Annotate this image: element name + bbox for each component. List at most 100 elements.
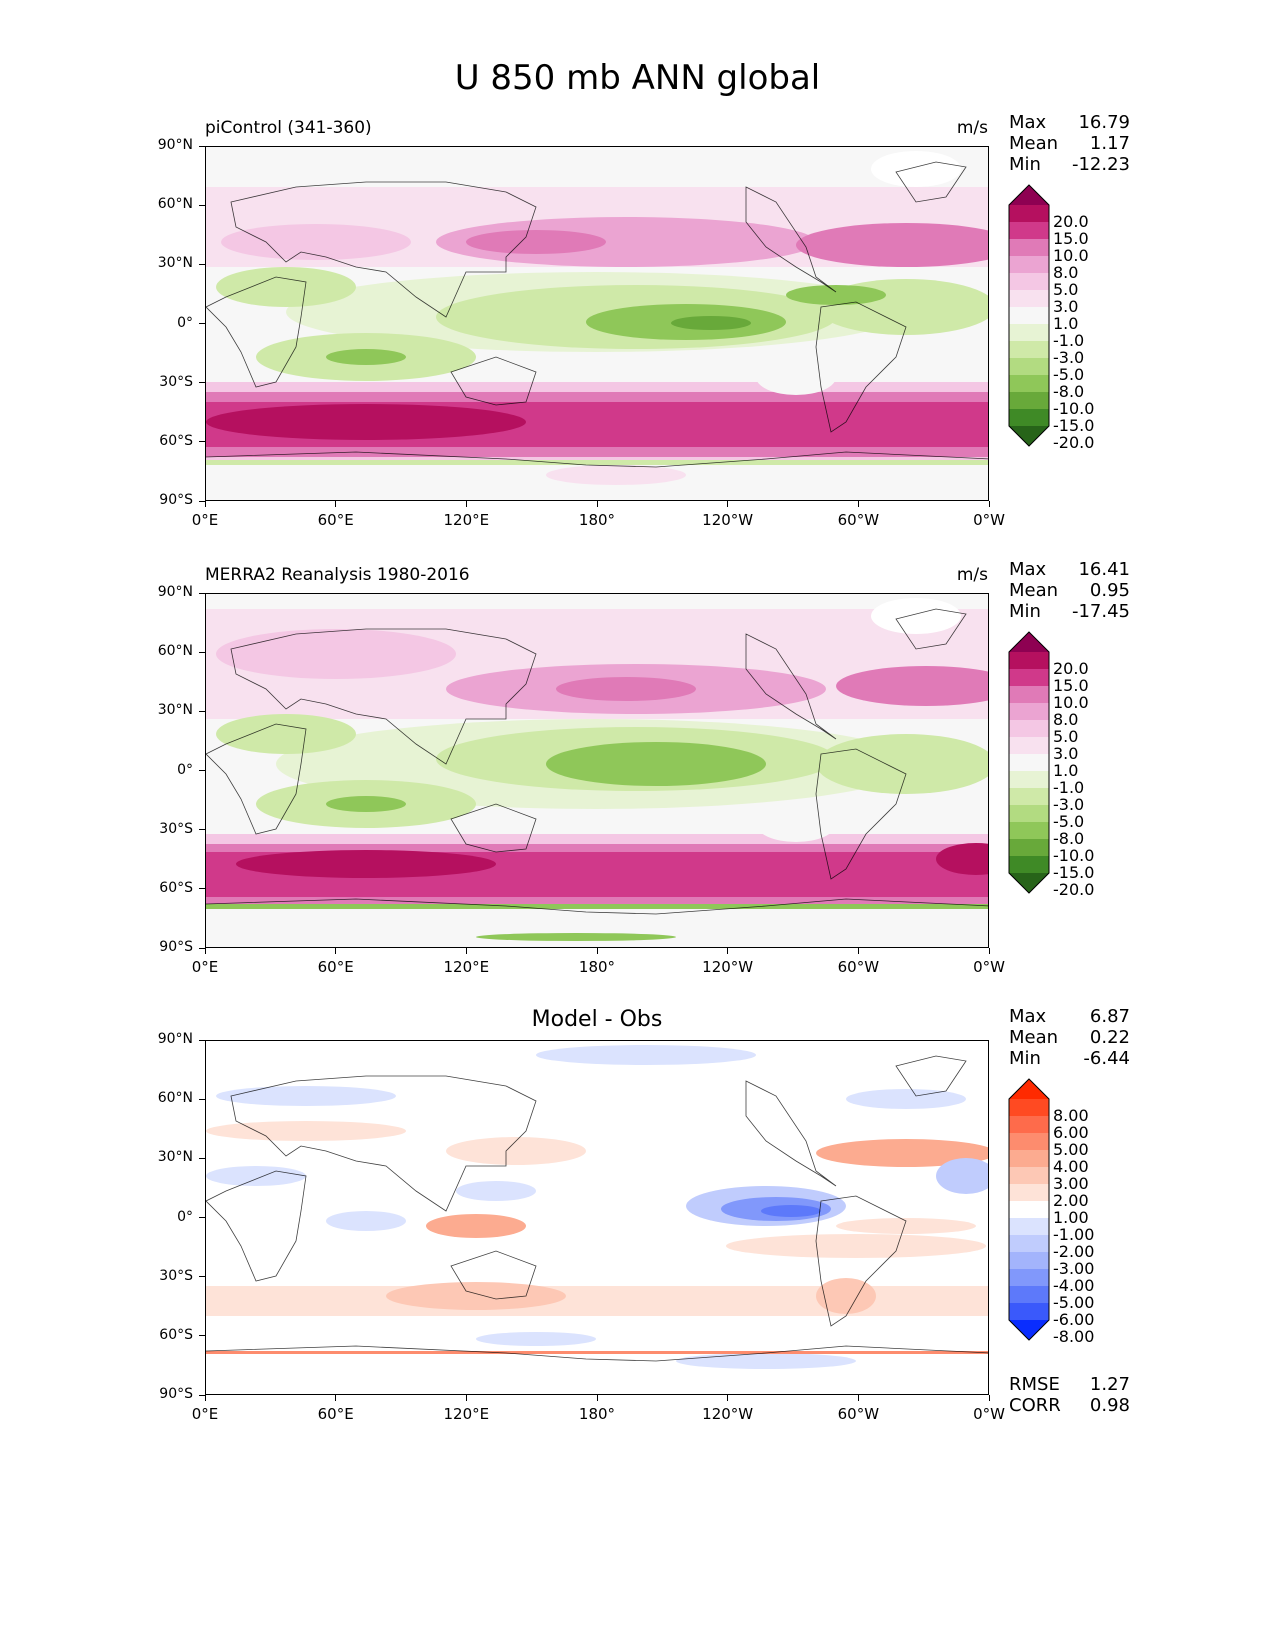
panel-3-y-tick-label: 30°S: [159, 1267, 193, 1284]
panel-2-colorbar-max-arrow: [1009, 632, 1049, 652]
panel-1-colorbar-bin: [1009, 341, 1049, 359]
panel-1-max-label: Max: [1009, 112, 1047, 133]
panel-1-y-tick: [199, 323, 205, 324]
panel-2-colorbar-bin: [1009, 822, 1049, 840]
panel-1-y-tick: [199, 441, 205, 443]
panel-3-x-tick: [596, 1395, 598, 1401]
panel-2-colorbar-outline: [1008, 631, 1050, 894]
panel-3-y-tick: [199, 1276, 205, 1278]
panel-2-y-tick-label: 90°N: [157, 584, 193, 600]
panel-1-colorbar-label: 15.0: [1053, 229, 1089, 248]
panel-1-x-tick-label: 180°: [578, 511, 616, 529]
panel-3-colorbar-label: -5.00: [1053, 1293, 1095, 1312]
panel-1-colorbar: [1008, 184, 1050, 447]
panel-1-y-tick-label: 90°S: [159, 492, 193, 508]
panel-3-colorbar-label: 8.00: [1053, 1106, 1089, 1125]
panel-2-colorbar-label: -5.0: [1053, 812, 1085, 831]
panel-2-y-tick: [199, 651, 205, 653]
panel-1-colorbar-label: -8.0: [1053, 382, 1085, 401]
panel-3-max-value: 6.87: [1089, 1006, 1130, 1027]
panel-1-colorbar-label: -10.0: [1053, 399, 1095, 418]
panel-2-colorbar-bin: [1009, 686, 1049, 704]
panel-3-colorbar-bin: [1009, 1167, 1049, 1185]
panel-2-colorbar-label: 1.0: [1053, 761, 1079, 780]
panel-1-x-tick: [465, 501, 467, 507]
panel-3-x-tick-label: 120°W: [702, 1405, 754, 1423]
panel-1-colorbar-bin: [1009, 324, 1049, 342]
panel-1-x-tick: [596, 501, 598, 507]
panel-3-colorbar-label: -3.00: [1053, 1259, 1095, 1278]
panel-1-colorbar-bin: [1009, 409, 1049, 427]
panel-1-x-tick: [204, 501, 206, 507]
panel-3-colorbar: [1008, 1078, 1050, 1341]
panel-1-y-tick-label: 30°S: [159, 373, 193, 390]
panel-2-x-tick: [204, 948, 206, 954]
panel-1-colorbar-label: 8.0: [1053, 263, 1079, 282]
panel-2-y-tick: [199, 710, 205, 712]
panel-2-colorbar-label: 10.0: [1053, 693, 1089, 712]
panel-3-x-tick: [204, 1395, 206, 1401]
panel-1-colorbar-label: 3.0: [1053, 297, 1079, 316]
panel-3-y-tick-label: 60°S: [159, 1326, 193, 1343]
panel-3-y-tick: [199, 1157, 205, 1159]
panel-3-colorbar-label: -1.00: [1053, 1225, 1095, 1244]
panel-2-colorbar-label: 3.0: [1053, 744, 1079, 763]
figure-title: U 850 mb ANN global: [454, 58, 821, 98]
panel-3-x-tick-label: 0°E: [191, 1405, 219, 1423]
panel-2-colorbar-label: 5.0: [1053, 727, 1079, 746]
panel-1-colorbar-bin: [1009, 375, 1049, 393]
panel-1-x-tick: [857, 501, 859, 507]
panel-1-colorbar-bin: [1009, 358, 1049, 376]
panel-3-colorbar-label: 6.00: [1053, 1123, 1089, 1142]
panel-2-y-tick-label: 90°S: [159, 939, 193, 955]
panel-3-colorbar-bin: [1009, 1099, 1049, 1117]
panel-2-colorbar-bin: [1009, 754, 1049, 772]
panel-3-x-tick-label: 60°E: [317, 1405, 354, 1423]
panel-3-map-canvas: [206, 1041, 988, 1394]
panel-3-colorbar-bin: [1009, 1218, 1049, 1236]
panel-1-y-tick-label: 30°N: [157, 255, 193, 272]
panel-1-x-tick: [727, 501, 729, 507]
panel-1-colorbar-bin: [1009, 273, 1049, 291]
panel-3-colorbar-label: 4.00: [1053, 1157, 1089, 1176]
panel-2-x-tick-label: 60°W: [837, 958, 880, 976]
panel-2-colorbar-label: -20.0: [1053, 880, 1095, 899]
panel-1-colorbar-label: -15.0: [1053, 416, 1095, 435]
panel-2-map-canvas: [206, 594, 988, 947]
panel-1-colorbar-bin: [1009, 222, 1049, 240]
panel-3-colorbar-max-arrow: [1009, 1079, 1049, 1099]
panel-3-min-label: Min: [1009, 1048, 1041, 1069]
panel-3-rmse-value: 1.27: [1089, 1374, 1130, 1395]
panel-3-colorbar-label: 2.00: [1053, 1191, 1089, 1210]
panel-2-colorbar-bin: [1009, 771, 1049, 789]
panel-3-x-tick-label: 60°W: [837, 1405, 880, 1423]
panel-2-colorbar-bin: [1009, 703, 1049, 721]
panel-1-x-tick-label: 60°E: [317, 511, 354, 529]
panel-1-colorbar-label: 1.0: [1053, 314, 1079, 333]
panel-2-colorbar-label: -1.0: [1053, 778, 1085, 797]
panel-1-colorbar-bin: [1009, 205, 1049, 223]
panel-3-colorbar-label: -4.00: [1053, 1276, 1095, 1295]
panel-1-y-tick: [199, 263, 205, 265]
panel-3-colorbar-bin: [1009, 1133, 1049, 1151]
panel-1-colorbar-label: 10.0: [1053, 246, 1089, 265]
panel-2-title: MERRA2 Reanalysis 1980-2016: [205, 565, 470, 585]
panel-1-colorbar-min-arrow: [1009, 426, 1049, 446]
panel-1-y-tick: [199, 382, 205, 384]
panel-3-x-tick: [988, 1395, 990, 1401]
panel-1-y-tick-label: 0°: [177, 314, 193, 331]
panel-2-y-tick: [199, 888, 205, 890]
panel-3-y-tick-label: 90°N: [157, 1031, 193, 1047]
panel-1-y-tick-label: 60°N: [157, 196, 193, 213]
panel-1-colorbar-label: -5.0: [1053, 365, 1085, 384]
panel-2-colorbar-bin: [1009, 720, 1049, 738]
panel-1-colorbar-bin: [1009, 307, 1049, 325]
panel-2-colorbar-bin: [1009, 737, 1049, 755]
panel-3-x-tick-label: 180°: [578, 1405, 616, 1423]
panel-3-colorbar-outline: [1008, 1078, 1050, 1341]
panel-3-colorbar-bin: [1009, 1201, 1049, 1219]
panel-3-colorbar-label: -2.00: [1053, 1242, 1095, 1261]
panel-2-x-tick-label: 0°E: [191, 958, 219, 976]
panel-2-colorbar-bin: [1009, 856, 1049, 874]
panel-1-min-label: Min: [1009, 154, 1041, 175]
